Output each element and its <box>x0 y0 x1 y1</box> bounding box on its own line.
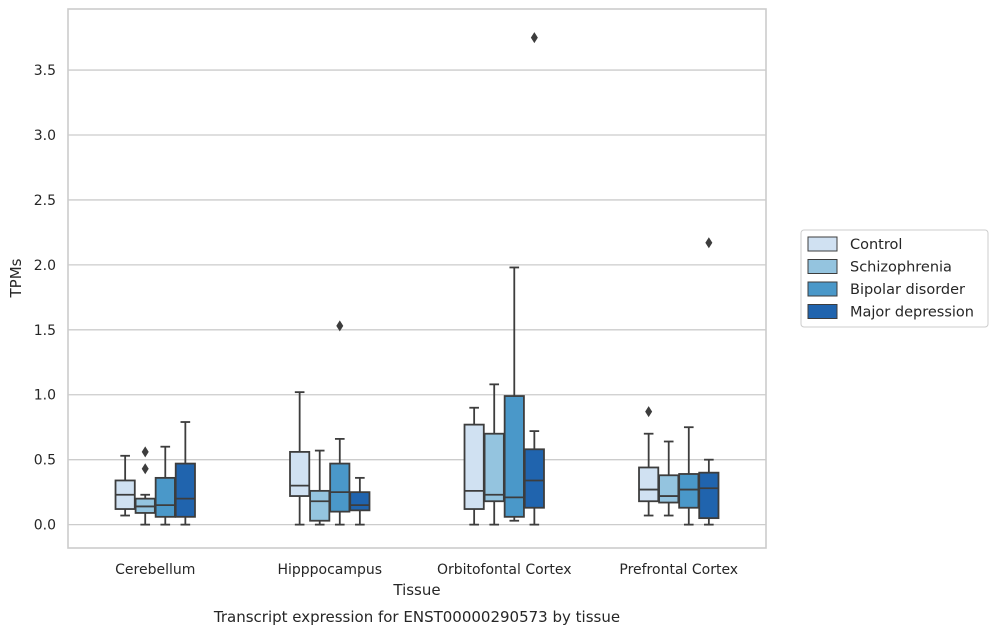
box-major-depression <box>698 237 720 526</box>
y-axis-label: TPMs <box>7 258 25 298</box>
iqr-box <box>309 489 331 522</box>
box-bipolar-disorder <box>503 266 525 522</box>
box-control <box>638 406 660 517</box>
iqr-box <box>174 462 196 518</box>
chart-caption: Transcript expression for ENST0000029057… <box>213 608 620 626</box>
y-tick-label: 3.0 <box>34 128 56 144</box>
iqr-box <box>698 471 720 520</box>
outlier-point <box>645 406 653 418</box>
iqr-box <box>463 423 485 510</box>
y-tick-label: 1.5 <box>34 323 56 339</box>
iqr-box <box>658 474 680 504</box>
box-groups <box>114 32 720 526</box>
x-tick-label: Cerebellum <box>115 562 195 578</box>
iqr-box <box>289 450 311 497</box>
legend: Control Schizophrenia Bipolar disorder Majo… <box>800 229 989 328</box>
legend-swatch <box>807 236 838 252</box>
legend-label: Bipolar disorder <box>850 282 965 298</box>
legend-label: Schizophrenia <box>850 260 952 276</box>
outlier-point <box>705 237 713 249</box>
outlier-point <box>336 320 344 332</box>
gridlines <box>68 69 766 526</box>
x-axis-label: Tissue <box>392 581 440 599</box>
box-major-depression <box>523 32 545 526</box>
y-tick-labels: 0.0 0.5 1.0 1.5 2.0 2.5 3.0 3.5 <box>34 63 56 534</box>
iqr-box <box>329 462 351 513</box>
box-major-depression <box>174 421 196 526</box>
x-tick-label: Orbitofontal Cortex <box>437 562 572 578</box>
y-tick-label: 2.0 <box>34 258 56 274</box>
iqr-box <box>523 448 545 509</box>
box-schizophrenia <box>134 446 156 526</box>
outlier-point <box>141 446 149 458</box>
legend-swatch <box>807 259 838 274</box>
y-tick-label: 2.5 <box>34 193 56 209</box>
box-schizophrenia <box>658 440 680 517</box>
legend-swatch <box>807 281 838 297</box>
iqr-box <box>154 476 176 518</box>
outlier-point <box>530 32 538 44</box>
y-tick-label: 1.0 <box>34 388 56 404</box>
y-tick-label: 0.0 <box>34 518 56 534</box>
box-major-depression <box>349 476 371 526</box>
box-control <box>289 391 311 526</box>
iqr-box <box>638 466 660 503</box>
plot-frame <box>67 8 767 549</box>
y-tick-label: 3.5 <box>34 63 56 79</box>
plot-area <box>68 9 766 548</box>
iqr-box <box>503 395 525 518</box>
x-tick-label: Prefrontal Cortex <box>619 562 738 578</box>
legend-label: Control <box>850 237 902 253</box>
outlier-point <box>141 463 149 475</box>
x-tick-label: Hipppocampus <box>277 562 382 578</box>
box-control <box>463 406 485 526</box>
legend-swatch <box>807 304 838 319</box>
y-tick-label: 0.5 <box>34 453 56 469</box>
legend-label: Major depression <box>850 305 974 321</box>
iqr-box <box>349 491 371 512</box>
legend-frame <box>800 229 989 328</box>
box-control <box>114 454 136 517</box>
box-schizophrenia <box>309 449 331 526</box>
x-tick-labels: Cerebellum Hipppocampus Orbitofontal Corte… <box>115 562 738 578</box>
box-schizophrenia <box>483 383 505 526</box>
iqr-box <box>678 473 700 509</box>
box-bipolar-disorder <box>329 320 351 526</box>
iqr-box <box>483 432 505 503</box>
